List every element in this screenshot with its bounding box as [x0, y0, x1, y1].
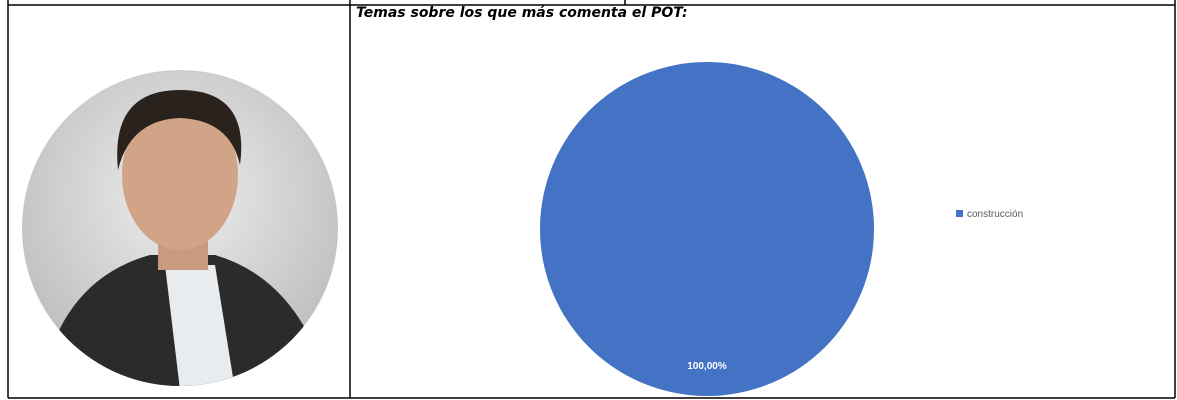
- profile-photo: [22, 70, 338, 386]
- data-label: 100,00%: [687, 361, 727, 372]
- legend-label: construcción: [967, 209, 1023, 220]
- chart-heading: Temas sobre los que más comenta el POT:: [356, 5, 688, 21]
- legend-swatch: [956, 210, 963, 217]
- pie-slice: [540, 62, 874, 396]
- table-borders: [7, 0, 1176, 399]
